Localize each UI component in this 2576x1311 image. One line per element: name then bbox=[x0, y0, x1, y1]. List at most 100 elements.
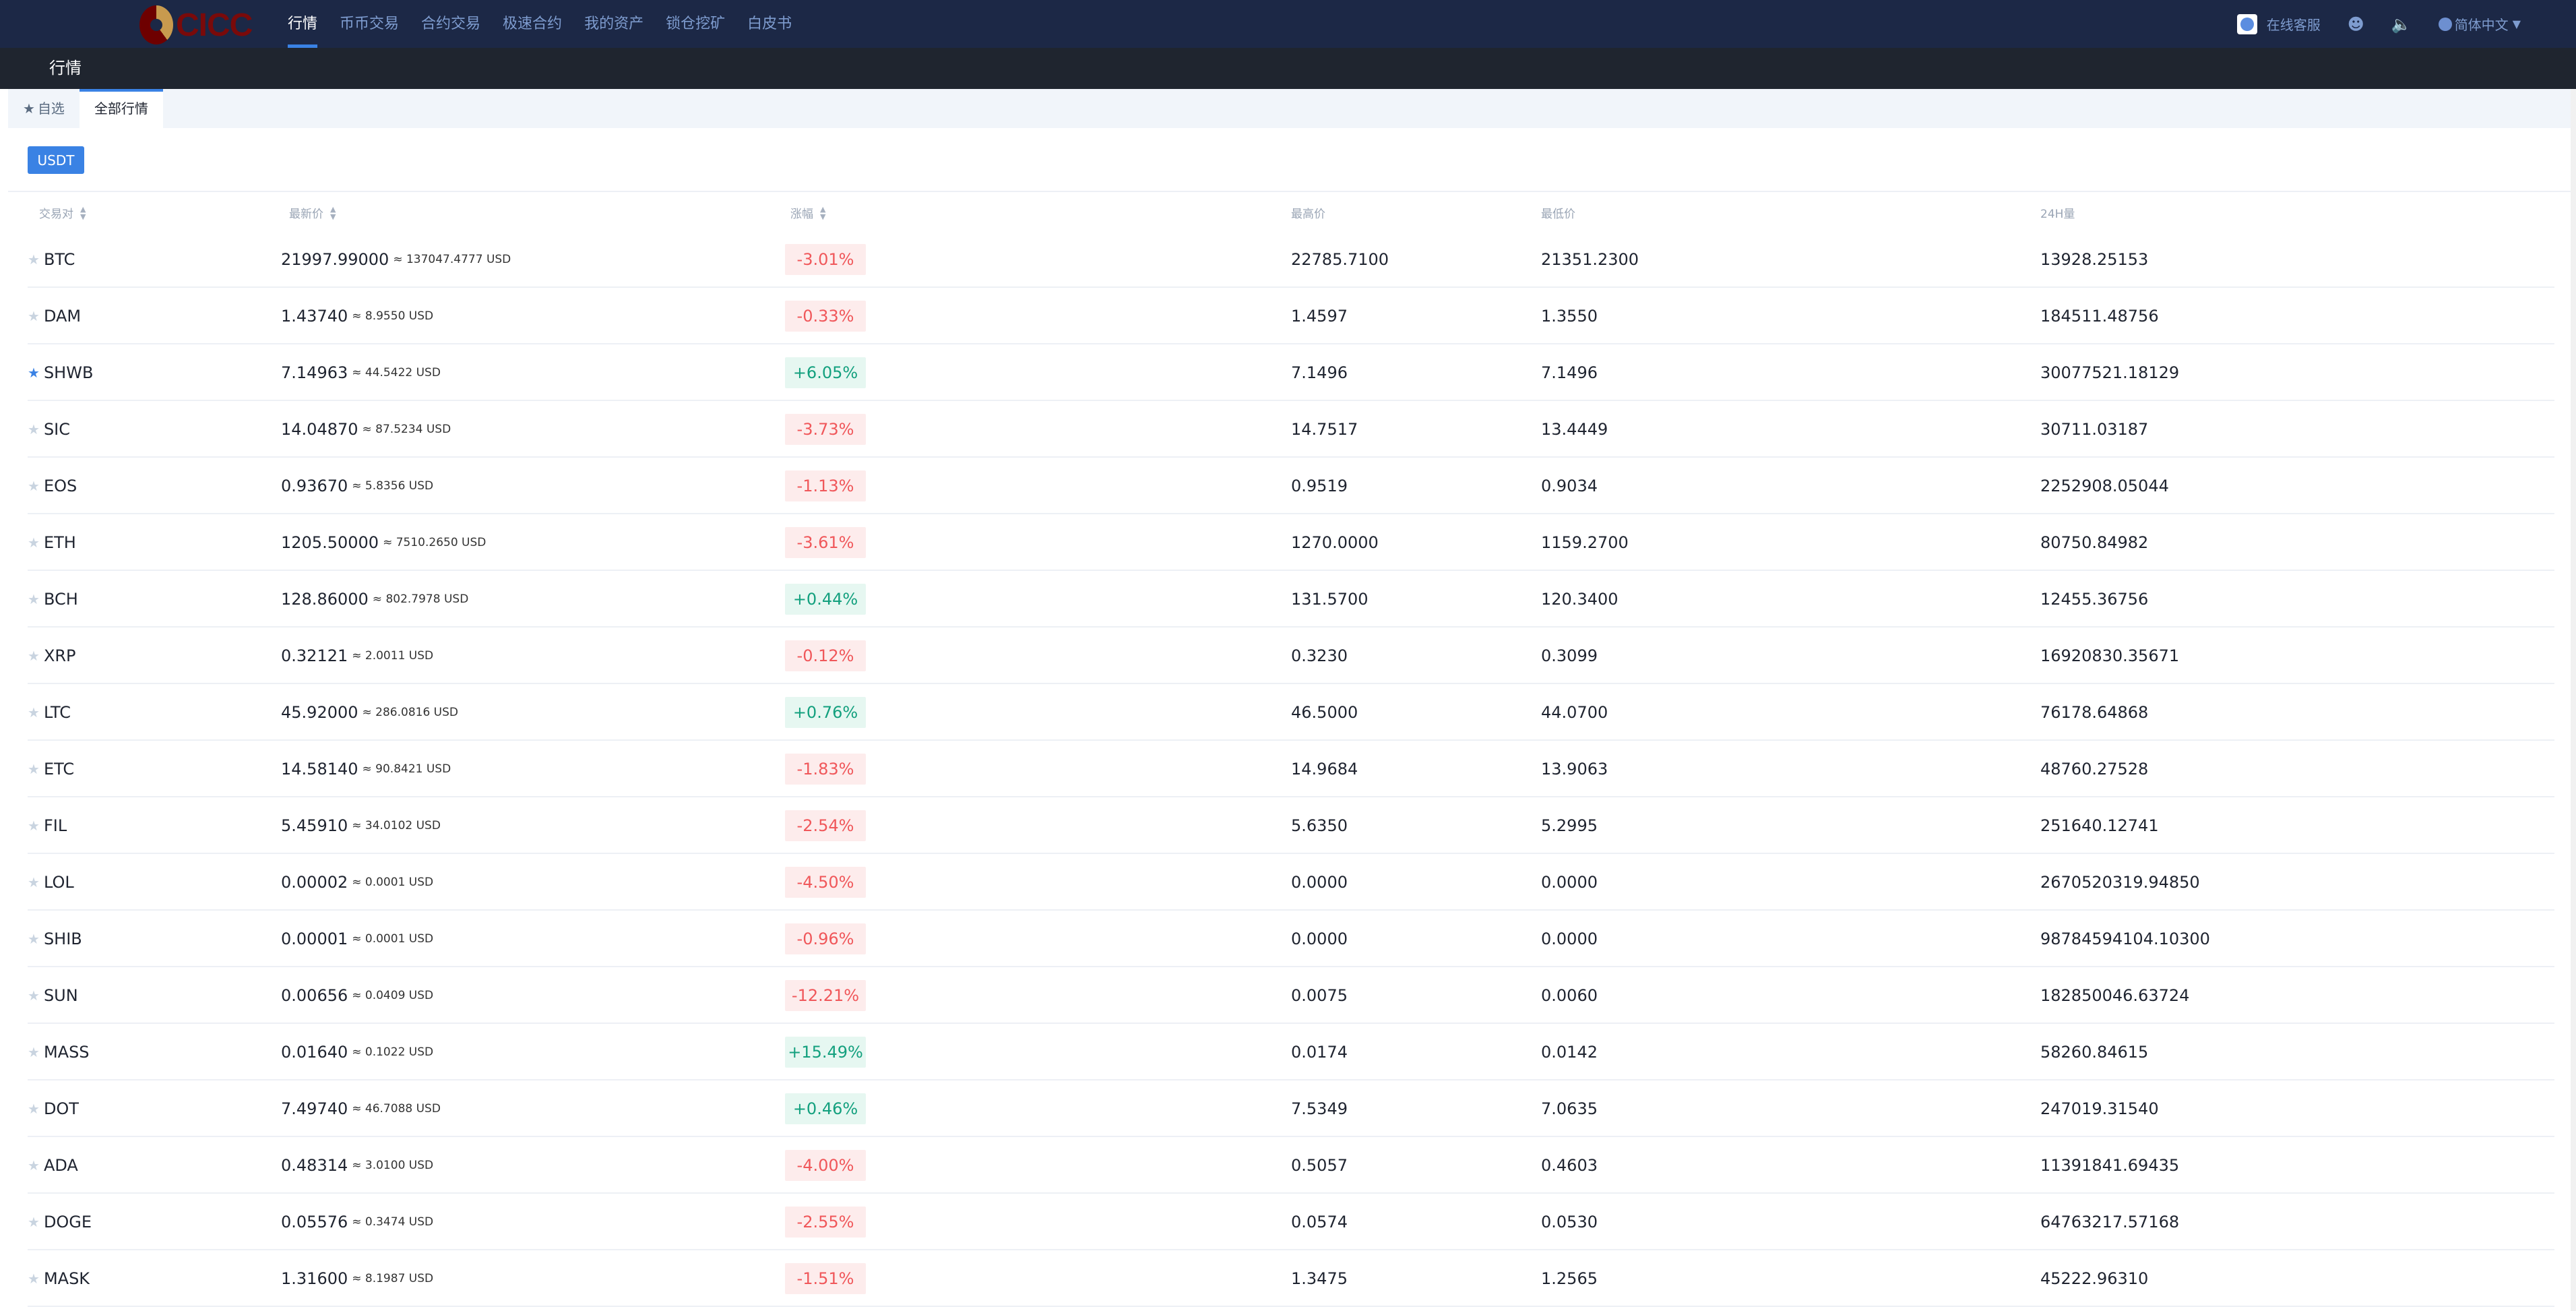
volume-24h: 16920830.35671 bbox=[2040, 646, 2180, 665]
table-row[interactable]: ★ DOT 7.49740 ≈ 46.7088 USD +0.46% 7.5349 7.06… bbox=[28, 1080, 2554, 1137]
nav-item-fast-contract[interactable]: 极速合约 bbox=[503, 16, 563, 32]
favorite-star-icon[interactable]: ★ bbox=[28, 421, 40, 437]
favorite-star-icon[interactable]: ★ bbox=[28, 1044, 40, 1060]
usd-equivalent: ≈ 0.0001 USD bbox=[352, 876, 434, 889]
favorite-star-icon[interactable]: ★ bbox=[28, 704, 40, 721]
volume-24h: 182850046.63724 bbox=[2040, 986, 2190, 1005]
usd-equivalent: ≈ 7510.2650 USD bbox=[383, 536, 486, 549]
nav-item-whitepaper[interactable]: 白皮书 bbox=[747, 16, 792, 32]
low-price: 0.0060 bbox=[1541, 986, 1598, 1005]
table-row[interactable]: ★ DOGE 0.05576 ≈ 0.3474 USD -2.55% 0.0574 0.05… bbox=[28, 1194, 2554, 1250]
favorite-star-icon[interactable]: ★ bbox=[28, 648, 40, 664]
usd-equivalent: ≈ 0.0001 USD bbox=[352, 932, 434, 946]
nav-item-contract-trading[interactable]: 合约交易 bbox=[421, 16, 481, 32]
table-row[interactable]: ★ EOS 0.93670 ≈ 5.8356 USD -1.13% 0.9519 0.903… bbox=[28, 458, 2554, 514]
table-header: 交易对 ▲ ▼ 最新价 ▲ ▼ 涨幅 ▲ ▼ 最高价 最低价 24H量 bbox=[8, 192, 2571, 231]
pair-name: ETH bbox=[43, 533, 76, 552]
table-row[interactable]: ★ SHIB 0.00001 ≈ 0.0001 USD -0.96% 0.0000 0.00… bbox=[28, 911, 2554, 967]
header-pair[interactable]: 交易对 ▲ ▼ bbox=[39, 204, 86, 222]
table-row[interactable]: ★ SIC 14.04870 ≈ 87.5234 USD -3.73% 14.7517 13… bbox=[28, 401, 2554, 458]
high-price: 0.0174 bbox=[1291, 1043, 1348, 1062]
table-row[interactable]: ★ MASS 0.01640 ≈ 0.1022 USD +15.49% 0.0174 0.0… bbox=[28, 1024, 2554, 1080]
favorite-star-icon[interactable]: ★ bbox=[28, 478, 40, 494]
table-row[interactable]: ★ XRP 0.32121 ≈ 2.0011 USD -0.12% 0.3230 0.309… bbox=[28, 628, 2554, 684]
high-price: 7.1496 bbox=[1291, 363, 1348, 382]
table-row[interactable]: ★ SHWB 7.14963 ≈ 44.5422 USD +6.05% 7.1496 7.1… bbox=[28, 344, 2554, 401]
language-selector[interactable]: 简体中文 ▼ bbox=[2438, 14, 2521, 34]
high-price: 1270.0000 bbox=[1291, 533, 1379, 552]
volume-24h: 98784594104.10300 bbox=[2040, 929, 2210, 948]
favorite-star-icon[interactable]: ★ bbox=[28, 931, 40, 947]
favorite-star-icon[interactable]: ★ bbox=[28, 818, 40, 834]
user-icon[interactable]: ☻ bbox=[2347, 14, 2364, 34]
change-badge: +0.76% bbox=[785, 697, 866, 728]
volume-24h: 30077521.18129 bbox=[2040, 363, 2180, 382]
logo[interactable]: CICC bbox=[139, 5, 253, 44]
nav-item-staking-mining[interactable]: 锁仓挖矿 bbox=[666, 16, 726, 32]
sort-icon[interactable]: ▲ ▼ bbox=[820, 204, 826, 221]
table-row[interactable]: ★ MASK 1.31600 ≈ 8.1987 USD -1.51% 1.3475 1.25… bbox=[28, 1250, 2554, 1307]
header-price[interactable]: 最新价 ▲ ▼ bbox=[289, 204, 336, 222]
favorite-star-icon[interactable]: ★ bbox=[28, 591, 40, 607]
sort-icon[interactable]: ▲ ▼ bbox=[80, 204, 86, 221]
table-row[interactable]: ★ ADA 0.48314 ≈ 3.0100 USD -4.00% 0.5057 0.460… bbox=[28, 1137, 2554, 1194]
pair-name: SUN bbox=[43, 986, 78, 1005]
last-price: 1205.50000 bbox=[281, 533, 379, 552]
speaker-icon[interactable]: 🔈 bbox=[2391, 14, 2412, 34]
nav-item-market[interactable]: 行情 bbox=[288, 0, 318, 48]
nav-item-my-assets[interactable]: 我的资产 bbox=[584, 16, 644, 32]
header-change[interactable]: 涨幅 ▲ ▼ bbox=[790, 204, 826, 222]
favorite-star-icon[interactable]: ★ bbox=[28, 874, 40, 890]
favorite-star-icon[interactable]: ★ bbox=[28, 251, 40, 268]
pair-name: ADA bbox=[43, 1156, 78, 1175]
favorite-star-icon[interactable]: ★ bbox=[28, 761, 40, 777]
customer-service-avatar-icon[interactable] bbox=[2236, 13, 2257, 34]
tab-favorites[interactable]: ★ 自选 bbox=[8, 89, 80, 128]
favorite-star-icon[interactable]: ★ bbox=[28, 308, 40, 324]
favorite-star-icon[interactable]: ★ bbox=[28, 1157, 40, 1173]
table-row[interactable]: ★ BCH 128.86000 ≈ 802.7978 USD +0.44% 131.570… bbox=[28, 571, 2554, 628]
volume-24h: 184511.48756 bbox=[2040, 307, 2159, 326]
table-row[interactable]: ★ ETC 14.58140 ≈ 90.8421 USD -1.83% 14.9684 13… bbox=[28, 741, 2554, 797]
usd-equivalent: ≈ 90.8421 USD bbox=[362, 762, 451, 776]
pair-name: MASK bbox=[43, 1269, 90, 1288]
high-price: 7.5349 bbox=[1291, 1099, 1348, 1118]
main-nav: 行情 币币交易 合约交易 极速合约 我的资产 锁仓挖矿 白皮书 bbox=[288, 0, 814, 48]
tab-all-markets[interactable]: 全部行情 bbox=[79, 89, 163, 128]
chevron-down-icon: ▼ bbox=[2512, 18, 2521, 30]
favorite-star-icon[interactable]: ★ bbox=[28, 1214, 40, 1230]
pair-name: SIC bbox=[43, 420, 71, 439]
last-price: 0.00001 bbox=[281, 929, 348, 948]
table-row[interactable]: ★ LOL 0.00002 ≈ 0.0001 USD -4.50% 0.0000 0.000… bbox=[28, 854, 2554, 911]
volume-24h: 247019.31540 bbox=[2040, 1099, 2159, 1118]
table-row[interactable]: ★ BTC 21997.99000 ≈ 137047.4777 USD -3.01% 22… bbox=[28, 231, 2554, 288]
volume-24h: 80750.84982 bbox=[2040, 533, 2149, 552]
favorite-star-icon[interactable]: ★ bbox=[28, 1101, 40, 1117]
table-row[interactable]: ★ ETH 1205.50000 ≈ 7510.2650 USD -3.61% 1270.… bbox=[28, 514, 2554, 571]
star-icon: ★ bbox=[23, 100, 35, 117]
table-row[interactable]: ★ SUN 0.00656 ≈ 0.0409 USD -12.21% 0.0075 0.00… bbox=[28, 967, 2554, 1024]
favorite-star-icon[interactable]: ★ bbox=[28, 365, 40, 381]
quote-usdt-button[interactable]: USDT bbox=[28, 146, 84, 174]
table-row[interactable]: ★ FIL 5.45910 ≈ 34.0102 USD -2.54% 5.6350 5.29… bbox=[28, 797, 2554, 854]
page-scrollbar[interactable] bbox=[2571, 89, 2576, 1311]
sort-icon[interactable]: ▲ ▼ bbox=[330, 204, 336, 221]
table-row[interactable]: ★ DAM 1.43740 ≈ 8.9550 USD -0.33% 1.4597 1.355… bbox=[28, 288, 2554, 344]
volume-24h: 58260.84615 bbox=[2040, 1043, 2149, 1062]
low-price: 7.0635 bbox=[1541, 1099, 1598, 1118]
favorite-star-icon[interactable]: ★ bbox=[28, 535, 40, 551]
last-price: 7.14963 bbox=[281, 363, 348, 382]
last-price: 5.45910 bbox=[281, 816, 348, 835]
page-title: 行情 bbox=[49, 59, 82, 78]
volume-24h: 45222.96310 bbox=[2040, 1269, 2149, 1288]
table-row[interactable]: ★ LTC 45.92000 ≈ 286.0816 USD +0.76% 46.5000 4… bbox=[28, 684, 2554, 741]
low-price: 1.3550 bbox=[1541, 307, 1598, 326]
nav-item-spot-trading[interactable]: 币币交易 bbox=[340, 16, 400, 32]
favorite-star-icon[interactable]: ★ bbox=[28, 987, 40, 1004]
high-price: 5.6350 bbox=[1291, 816, 1348, 835]
change-badge: -3.73% bbox=[785, 414, 866, 445]
volume-24h: 76178.64868 bbox=[2040, 703, 2149, 722]
customer-service-link[interactable]: 在线客服 bbox=[2266, 17, 2321, 33]
volume-24h: 11391841.69435 bbox=[2040, 1156, 2180, 1175]
favorite-star-icon[interactable]: ★ bbox=[28, 1271, 40, 1287]
